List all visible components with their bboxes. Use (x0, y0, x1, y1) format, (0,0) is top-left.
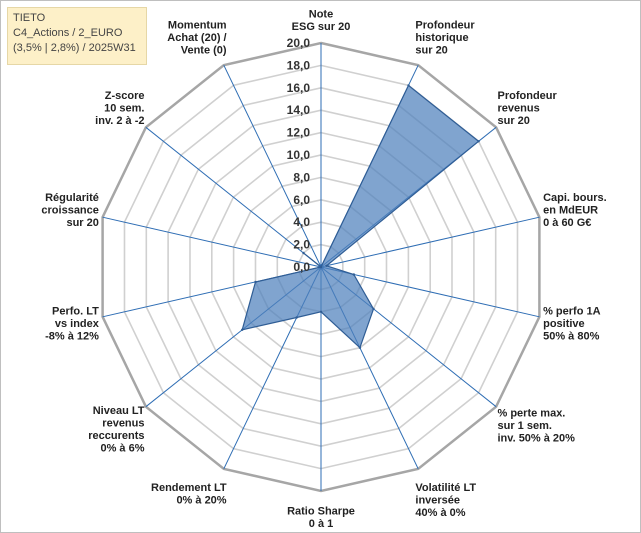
category-label-line: 50% à 80% (543, 330, 599, 342)
category-label-line: Vente (0) (181, 44, 227, 56)
category-label-line: Note (309, 9, 333, 21)
category-label-line: Achat (20) / (167, 32, 226, 44)
category-label-line: vs index (55, 318, 100, 330)
info-box: TIETO C4_Actions / 2_EURO (3,5% | 2,8%) … (7, 7, 147, 65)
category-label-line: Volatilité LT (415, 482, 476, 494)
category-label: % perfo 1A positive 50% à 80% (543, 305, 601, 342)
tick-label: 8,0 (293, 170, 310, 184)
category-label-line: Z-score (105, 90, 145, 102)
data-point (319, 265, 323, 269)
category-label: Perfo. LT vs index -8% à 12% (45, 305, 100, 342)
category-label-line: reccurents (88, 430, 144, 442)
category-label-line: ESG sur 20 (292, 21, 351, 33)
category-label-line: sur 20 (415, 44, 447, 56)
tick-label: 16,0 (287, 81, 311, 95)
category-label-line: Niveau LT (93, 405, 145, 417)
category-label-line: Momentum (168, 19, 227, 31)
category-label-line: positive (543, 318, 585, 330)
category-label-line: 10 sem. (104, 102, 144, 114)
axis-spoke (102, 216, 322, 268)
category-label-line: Régularité (45, 192, 99, 204)
category-label: Z-score 10 sem. inv. 2 à -2 (95, 90, 144, 127)
category-label-line: croissance (41, 205, 98, 217)
category-label-line: 0% à 20% (176, 495, 226, 507)
category-label-line: Capi. bours. (543, 192, 607, 204)
data-point (477, 140, 480, 143)
category-label: Ratio Sharpe 0 à 1 (287, 506, 355, 531)
category-label: Momentum Achat (20) / Vente (0) (167, 19, 227, 56)
category-label-line: revenus (102, 418, 144, 430)
data-point (407, 84, 410, 87)
category-label-line: Rendement LT (151, 482, 227, 494)
axis-spoke (320, 266, 540, 318)
info-ticker: TIETO (13, 12, 46, 24)
category-label-line: Profondeur (498, 90, 558, 102)
axis-spoke (223, 64, 322, 268)
data-point (358, 346, 362, 349)
axis-spoke (145, 126, 322, 268)
category-label-line: en MdEUR (543, 205, 598, 217)
data-point (352, 273, 355, 276)
category-label-line: 0 à 60 G€ (543, 217, 591, 229)
category-label-line: Perfo. LT (52, 305, 99, 317)
category-label-line: sur 20 (498, 115, 530, 127)
tick-label: 0,0 (293, 260, 310, 274)
series-layer (241, 84, 480, 349)
category-label-line: % perfo 1A (543, 305, 601, 317)
category-label: Niveau LT revenus reccurents 0% à 6% (88, 405, 145, 455)
category-label: % perte max. sur 1 sem. inv. 50% à 20% (498, 408, 576, 445)
category-label-line: inversée (415, 495, 460, 507)
series-area (241, 84, 480, 349)
info-category: C4_Actions / 2_EURO (13, 27, 123, 39)
category-label-line: -8% à 12% (45, 330, 99, 342)
category-label-line: historique (415, 32, 468, 44)
tick-layer: 0,0 2,0 4,0 6,0 8,0 10,0 12,0 14,0 16,0 18,0 20,0 (287, 36, 311, 274)
category-label-line: Ratio Sharpe (287, 506, 355, 518)
tick-label: 18,0 (287, 58, 311, 72)
category-label: Profondeur historique sur 20 (415, 19, 475, 56)
data-point (241, 328, 244, 331)
category-label: Régularité croissance sur 20 (41, 192, 98, 229)
label-layer: Note ESG sur 20 Profondeur historique sur 20… (41, 9, 606, 531)
category-label-line: inv. 50% à 20% (498, 433, 576, 445)
tick-label: 4,0 (293, 215, 310, 229)
category-label-line: 40% à 0% (415, 507, 465, 519)
tick-label: 6,0 (293, 193, 310, 207)
axis-spoke (320, 216, 540, 268)
category-label: Capi. bours. en MdEUR 0 à 60 G€ (543, 192, 607, 229)
category-label-line: inv. 2 à -2 (95, 115, 144, 127)
data-point (302, 251, 305, 255)
tick-label: 20,0 (287, 36, 311, 50)
category-label: Note ESG sur 20 (292, 9, 351, 34)
data-point (295, 316, 298, 319)
category-label: Profondeur revenus sur 20 (498, 90, 558, 127)
category-label-line: sur 20 (66, 217, 98, 229)
data-point (319, 310, 323, 313)
tick-label: 14,0 (287, 103, 311, 117)
data-point (372, 307, 375, 311)
tick-label: 10,0 (287, 148, 311, 162)
category-label: Rendement LT 0% à 20% (151, 482, 227, 507)
data-point (325, 264, 328, 267)
category-label: Volatilité LT inversée 40% à 0% (415, 482, 476, 519)
tick-label: 2,0 (293, 238, 310, 252)
data-point (254, 280, 257, 284)
category-label-line: Profondeur (415, 19, 475, 31)
category-label-line: 0 à 1 (309, 518, 333, 530)
category-label-line: revenus (498, 102, 540, 114)
tick-label: 12,0 (287, 126, 311, 140)
category-label-line: 0% à 6% (100, 443, 144, 455)
info-period: (3,5% | 2,8%) / 2025W31 (13, 42, 136, 54)
category-label-line: sur 1 sem. (498, 420, 552, 432)
category-label-line: % perte max. (498, 408, 566, 420)
